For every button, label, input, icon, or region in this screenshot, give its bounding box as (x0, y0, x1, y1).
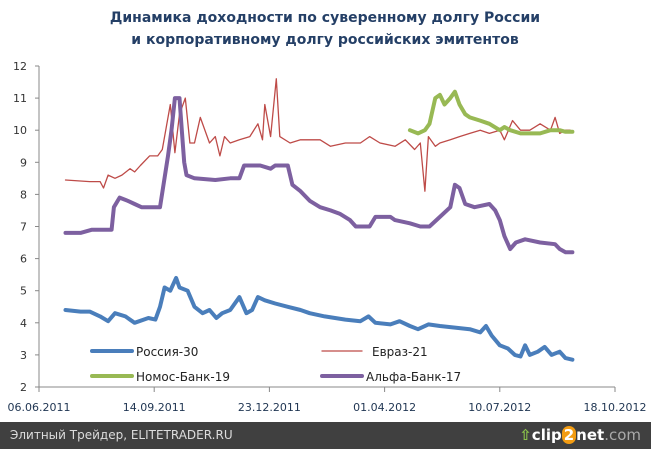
upload-arrow-icon: ⇧ (519, 426, 532, 444)
legend-label: Евраз-21 (372, 345, 428, 359)
x-tick-label: 18.10.2012 (584, 401, 647, 414)
series-line-Евраз-21 (64, 78, 571, 192)
series-line-Номос-Банк-19 (407, 89, 575, 136)
x-tick-label: 06.06.2011 (8, 401, 71, 414)
legend: Россия-30 Евраз-21 Номос-Банк-19 Альфа-Банк… (90, 345, 461, 384)
logo-part: net (576, 426, 605, 444)
y-tick-label: 8 (20, 188, 27, 201)
y-tick-label: 9 (20, 156, 27, 169)
x-tick-label: 01.04.2012 (353, 401, 416, 414)
footer-credit: Элитный Трейдер, ELITETRADER.RU (10, 428, 233, 442)
yield-chart: Динамика доходности по суверенному долгу… (8, 10, 647, 414)
y-tick-label: 7 (20, 221, 27, 234)
y-tick-label: 12 (13, 60, 27, 73)
y-tick-label: 2 (20, 381, 27, 394)
clip2net-logo: ⇧clip 2 net.com (519, 426, 641, 444)
series-line-Альфа-Банк-17 (63, 96, 575, 255)
y-tick-label: 10 (13, 124, 27, 137)
logo-domain: .com (604, 426, 641, 444)
chart-title-line-2: и корпоративному долгу российских эмитен… (131, 32, 519, 48)
y-tick-label: 3 (20, 349, 27, 362)
logo-part: clip (531, 426, 562, 444)
series-line-Россия-30 (63, 275, 575, 362)
y-tick-label: 5 (20, 285, 27, 298)
y-tick-label: 11 (13, 92, 27, 105)
axes: 2 3 4 5 6 7 8 9 10 11 12 06.06.2011 14.09.2011 23.12.… (8, 60, 647, 414)
x-tick-label: 14.09.2011 (123, 401, 186, 414)
legend-label: Альфа-Банк-17 (366, 370, 461, 384)
legend-label: Россия-30 (136, 345, 198, 359)
footer-bar: Элитный Трейдер, ELITETRADER.RU ⇧clip 2 ne… (0, 422, 651, 449)
legend-label: Номос-Банк-19 (136, 370, 230, 384)
y-tick-label: 6 (20, 253, 27, 266)
logo-part: 2 (561, 426, 577, 444)
series-lines (63, 78, 575, 362)
y-tick-label: 4 (20, 317, 27, 330)
x-tick-label: 10.07.2012 (468, 401, 531, 414)
x-tick-label: 23.12.2011 (238, 401, 301, 414)
chart-title-line-1: Динамика доходности по суверенному долгу… (110, 10, 540, 26)
